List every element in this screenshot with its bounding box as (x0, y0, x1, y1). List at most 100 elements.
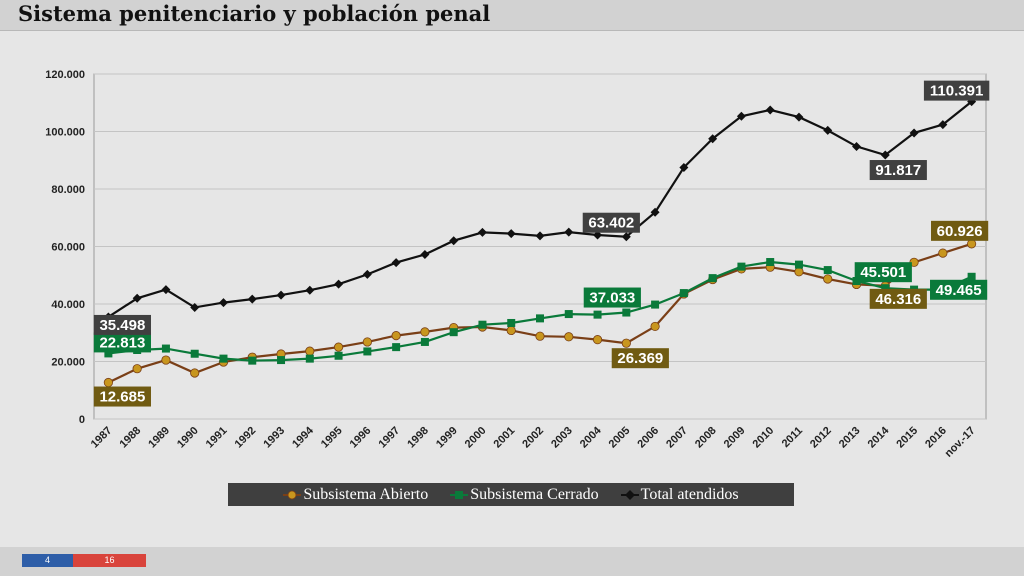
title-bar: Sistema penitenciario y población penal (0, 0, 1024, 31)
data-label-box (611, 348, 669, 369)
data-point (650, 321, 660, 332)
x-tick-label: 1995 (319, 425, 345, 451)
data-point (823, 125, 833, 135)
data-label-box (869, 160, 927, 181)
x-tick-label: 1994 (290, 424, 316, 450)
data-point (938, 120, 948, 130)
data-point (506, 325, 516, 336)
x-tick-label: 2016 (923, 425, 949, 451)
data-point (420, 250, 430, 260)
data-label: 63.402 (588, 215, 634, 232)
x-tick-label: 1999 (434, 425, 460, 451)
x-tick-label: 2015 (894, 425, 920, 451)
data-point (593, 230, 603, 240)
data-point (334, 351, 343, 360)
data-point (967, 272, 976, 281)
data-point (679, 289, 688, 298)
data-point (564, 332, 574, 342)
data-point (564, 310, 573, 319)
data-point (477, 227, 487, 237)
data-point (909, 128, 919, 138)
legend-item-total: Total atendidos (620, 485, 739, 504)
data-point (651, 300, 660, 309)
data-point (794, 112, 804, 122)
legend-label-cerrado: Subsistema Cerrado (470, 485, 599, 503)
legend-line-total (620, 489, 639, 500)
data-point (420, 327, 430, 337)
x-tick-label: 2002 (520, 425, 546, 451)
data-point (420, 337, 429, 346)
data-label: 22.813 (99, 334, 145, 351)
data-point (592, 335, 603, 345)
data-point (104, 349, 113, 358)
data-point (794, 260, 803, 269)
x-tick-label: 1991 (204, 425, 230, 451)
data-point (391, 258, 401, 268)
data-point (334, 279, 344, 289)
data-point (305, 285, 315, 295)
data-point (218, 298, 228, 308)
data-point (621, 232, 631, 242)
data-point (593, 310, 602, 319)
data-point (190, 368, 200, 378)
data-point (536, 314, 544, 323)
data-point (794, 267, 804, 277)
x-tick-label: 2000 (463, 425, 489, 451)
data-point (967, 239, 977, 249)
data-label-box (93, 332, 151, 353)
data-point (103, 377, 113, 388)
data-point (161, 344, 170, 353)
data-point (161, 355, 171, 365)
page-title: Sistema penitenciario y población penal (18, 1, 491, 26)
data-label: 49.465 (936, 282, 982, 299)
data-label-box (854, 262, 912, 283)
data-point (823, 274, 833, 284)
data-point (449, 328, 458, 337)
series-line (107, 100, 973, 318)
data-point (852, 141, 862, 151)
x-tick-label: 1988 (117, 425, 143, 451)
legend-label-abierto: Subsistema Abierto (303, 485, 429, 503)
series-line (108, 260, 973, 362)
legend-item-abierto: Subsistema Abierto (283, 486, 428, 504)
x-tick-label: 1987 (89, 425, 115, 451)
data-point (737, 262, 746, 271)
x-tick-label: nov.-17 (943, 425, 978, 460)
x-tick-label: 2006 (635, 425, 661, 451)
x-tick-label: 2005 (607, 425, 633, 451)
x-tick-label: 1993 (261, 425, 287, 451)
data-label: 45.501 (860, 264, 906, 281)
data-point (507, 318, 516, 327)
data-point (161, 285, 171, 295)
chart-legend: Subsistema Abierto Subsistema Cerrado To… (228, 483, 794, 506)
data-label: 91.817 (875, 162, 921, 179)
y-tick-label: 0 (79, 414, 85, 426)
data-point (535, 231, 545, 241)
data-label-box (582, 212, 640, 233)
data-label-box (93, 386, 151, 407)
data-point (736, 111, 746, 121)
y-tick-label: 60.000 (51, 242, 85, 254)
data-point (362, 269, 372, 279)
data-point (277, 356, 286, 365)
data-point (132, 364, 142, 374)
data-point (392, 343, 401, 352)
data-label-box (93, 314, 151, 335)
y-tick-label: 80.000 (51, 184, 85, 196)
page-number-left: 4 (22, 554, 73, 567)
data-point (765, 105, 775, 115)
footer-bar (0, 547, 1024, 576)
data-label-box (869, 288, 927, 309)
data-point (766, 258, 775, 267)
y-tick-label: 100.000 (45, 127, 85, 139)
legend-line-abierto (283, 490, 302, 499)
legend-label-total: Total atendidos (640, 485, 739, 503)
legend-line-cerrado (450, 490, 469, 499)
x-tick-label: 1997 (376, 425, 402, 451)
data-point (391, 331, 401, 341)
legend-item-cerrado: Subsistema Cerrado (450, 485, 599, 504)
data-point (535, 331, 545, 341)
x-tick-label: 2011 (780, 425, 805, 450)
data-label: 12.685 (99, 389, 145, 406)
